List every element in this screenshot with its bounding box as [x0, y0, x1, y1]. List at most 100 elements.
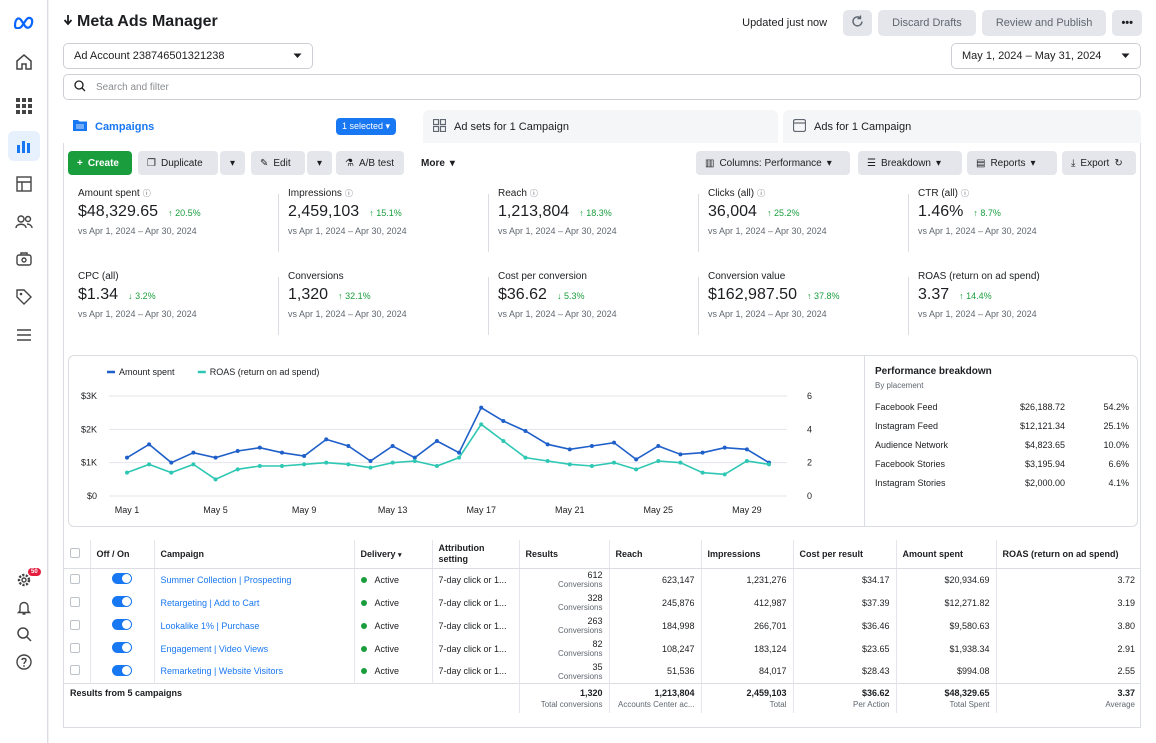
row-checkbox[interactable] [64, 614, 91, 637]
tag-icon[interactable] [12, 285, 36, 309]
settings-gear-icon[interactable] [12, 568, 36, 592]
table-row[interactable]: Engagement | Video Views Active 7-day clic… [64, 637, 1141, 660]
date-range-select[interactable]: May 1, 2024 – May 31, 2024 [951, 43, 1141, 69]
metric-card[interactable]: Conversions 1,320 ↑ 32.1% vs Apr 1, 2024 – … [288, 271, 488, 319]
col-attribution[interactable]: Attribution setting [432, 540, 520, 569]
help-icon[interactable] [12, 650, 36, 674]
results-cell: 328 Conversions [519, 591, 610, 614]
export-button[interactable]: ⤓ Export ↻ [1062, 151, 1136, 175]
campaign-toggle[interactable] [90, 591, 155, 614]
metric-label: CTR (all) ⓘ [918, 188, 969, 199]
col-cost-per-result[interactable]: Cost per result [793, 540, 897, 569]
breakdown-row[interactable]: Facebook Stories $3,195.94 6.6% [875, 459, 1129, 471]
duplicate-dropdown-button[interactable]: ▾ [220, 151, 245, 175]
ad-account-select[interactable]: Ad Account 238746501321238 [63, 43, 313, 69]
metric-card[interactable]: CTR (all) ⓘ 1.46% ↑ 8.7% vs Apr 1, 2024 – Ap… [918, 188, 1118, 236]
metric-value: 1,320 ↑ 32.1% [288, 286, 371, 303]
info-icon: ⓘ [529, 189, 538, 198]
review-publish-button[interactable]: Review and Publish [981, 10, 1107, 36]
col-impressions[interactable]: Impressions [701, 540, 794, 569]
col-results[interactable]: Results [519, 540, 610, 569]
col-delivery[interactable]: Delivery ▾ [354, 540, 433, 569]
home-icon[interactable] [12, 50, 36, 74]
row-checkbox[interactable] [64, 591, 91, 614]
table-row[interactable]: Summer Collection | Prospecting Active 7-d… [64, 568, 1141, 591]
reports-button[interactable]: ▤ Reports ▾ [967, 151, 1057, 175]
table-row[interactable]: Lookalike 1% | Purchase Active 7-day click… [64, 614, 1141, 637]
business-suite-icon[interactable] [12, 247, 36, 271]
search-filter-input[interactable]: Search and filter [63, 74, 1141, 100]
metric-card[interactable]: Clicks (all) ⓘ 36,004 ↑ 25.2% vs Apr 1, 2024… [708, 188, 908, 236]
more-options-button[interactable]: ••• [1112, 10, 1142, 36]
download-arrow-icon [63, 13, 73, 31]
more-dropdown-button[interactable]: More ▾ [421, 157, 455, 169]
notifications-bell-icon[interactable] [12, 596, 36, 620]
campaign-toggle[interactable] [90, 614, 155, 637]
menu-icon[interactable] [12, 323, 36, 347]
y-right-tick-label: 0 [807, 491, 812, 501]
data-point [147, 462, 152, 467]
col-amount-spent[interactable]: Amount spent [896, 540, 997, 569]
create-button[interactable]: + Create [68, 151, 132, 175]
breakdown-button[interactable]: ☰ Breakdown ▾ [858, 151, 962, 175]
select-all-checkbox[interactable] [64, 540, 91, 569]
columns-icon: ▥ [705, 157, 715, 169]
breakdown-row[interactable]: Instagram Feed $12,121.34 25.1% [875, 421, 1129, 433]
meta-logo-icon[interactable] [12, 10, 36, 34]
metric-card[interactable]: ROAS (return on ad spend) 3.37 ↑ 14.4% vs A… [918, 271, 1118, 319]
row-checkbox[interactable] [64, 660, 91, 683]
refresh-button[interactable] [843, 10, 873, 36]
table-row[interactable]: Retargeting | Add to Cart Active 7-day cli… [64, 591, 1141, 614]
col-reach[interactable]: Reach [609, 540, 702, 569]
metric-card[interactable]: CPC (all) $1.34 ↓ 3.2% vs Apr 1, 2024 – Apr… [78, 271, 278, 319]
breakdown-row[interactable]: Facebook Feed $26,188.72 54.2% [875, 402, 1129, 414]
metric-card[interactable]: Conversion value $162,987.50 ↑ 37.8% vs Apr… [708, 271, 908, 319]
cpr-cell: $37.39 [793, 591, 897, 614]
data-point [368, 465, 373, 470]
metric-card[interactable]: Amount spent ⓘ $48,329.65 ↑ 20.5% vs Apr 1, … [78, 188, 278, 236]
impressions-cell: 1,231,276 [701, 568, 794, 591]
tab-adsets[interactable]: Ad sets for 1 Campaign [423, 110, 778, 143]
y-left-tick-label: $2K [81, 424, 97, 434]
columns-button[interactable]: ▥ Columns: Performance ▾ [696, 151, 850, 175]
col-onoff[interactable]: Off / On [90, 540, 155, 569]
table-row[interactable]: Remarketing | Website Visitors Active 7-da… [64, 660, 1141, 683]
campaign-name-link[interactable]: Summer Collection | Prospecting [154, 568, 355, 591]
metric-card[interactable]: Cost per conversion $36.62 ↓ 5.3% vs Apr 1,… [498, 271, 698, 319]
search-icon[interactable] [12, 622, 36, 646]
data-point [169, 460, 174, 465]
row-checkbox[interactable] [64, 637, 91, 660]
campaigns-chart-icon[interactable] [8, 131, 40, 161]
col-roas[interactable]: ROAS (return on ad spend) [996, 540, 1141, 569]
campaign-name-link[interactable]: Engagement | Video Views [154, 637, 355, 660]
data-point [656, 444, 661, 448]
status-dot-icon [360, 622, 367, 629]
left-nav-rail: 50 [0, 0, 48, 743]
pages-icon[interactable] [12, 172, 36, 196]
row-checkbox[interactable] [64, 568, 91, 591]
series-line-amount-spent [126, 406, 770, 464]
col-campaign[interactable]: Campaign [154, 540, 355, 569]
selected-count-pill[interactable]: 1 selected ▾ [336, 118, 397, 135]
metric-card[interactable]: Impressions ⓘ 2,459,103 ↑ 15.1% vs Apr 1, 20… [288, 188, 488, 236]
discard-drafts-button[interactable]: Discard Drafts [878, 10, 976, 36]
metric-card[interactable]: Reach ⓘ 1,213,804 ↑ 18.3% vs Apr 1, 2024 – A… [498, 188, 698, 236]
edit-dropdown-button[interactable]: ▾ [307, 151, 332, 175]
breakdown-row[interactable]: Audience Network $4,823.65 10.0% [875, 440, 1129, 452]
ab-test-button[interactable]: ⚗ A/B test [336, 151, 404, 175]
campaign-toggle[interactable] [90, 660, 155, 683]
campaign-toggle[interactable] [90, 637, 155, 660]
metric-label: CPC (all) [78, 271, 119, 282]
campaign-toggle[interactable] [90, 568, 155, 591]
duplicate-button[interactable]: ❐ Duplicate [138, 151, 218, 175]
campaign-name-link[interactable]: Remarketing | Website Visitors [154, 660, 355, 683]
tab-ads[interactable]: Ads for 1 Campaign [783, 110, 1141, 143]
tab-campaigns[interactable]: Campaigns 1 selected ▾ [63, 110, 412, 143]
metric-value: 1,213,804 ↑ 18.3% [498, 203, 612, 220]
audiences-icon[interactable] [12, 210, 36, 234]
edit-button[interactable]: ✎ Edit [251, 151, 305, 175]
breakdown-row[interactable]: Instagram Stories $2,000.00 4.1% [875, 478, 1129, 490]
apps-grid-icon[interactable] [12, 94, 36, 118]
campaign-name-link[interactable]: Retargeting | Add to Cart [154, 591, 355, 614]
campaign-name-link[interactable]: Lookalike 1% | Purchase [154, 614, 355, 637]
